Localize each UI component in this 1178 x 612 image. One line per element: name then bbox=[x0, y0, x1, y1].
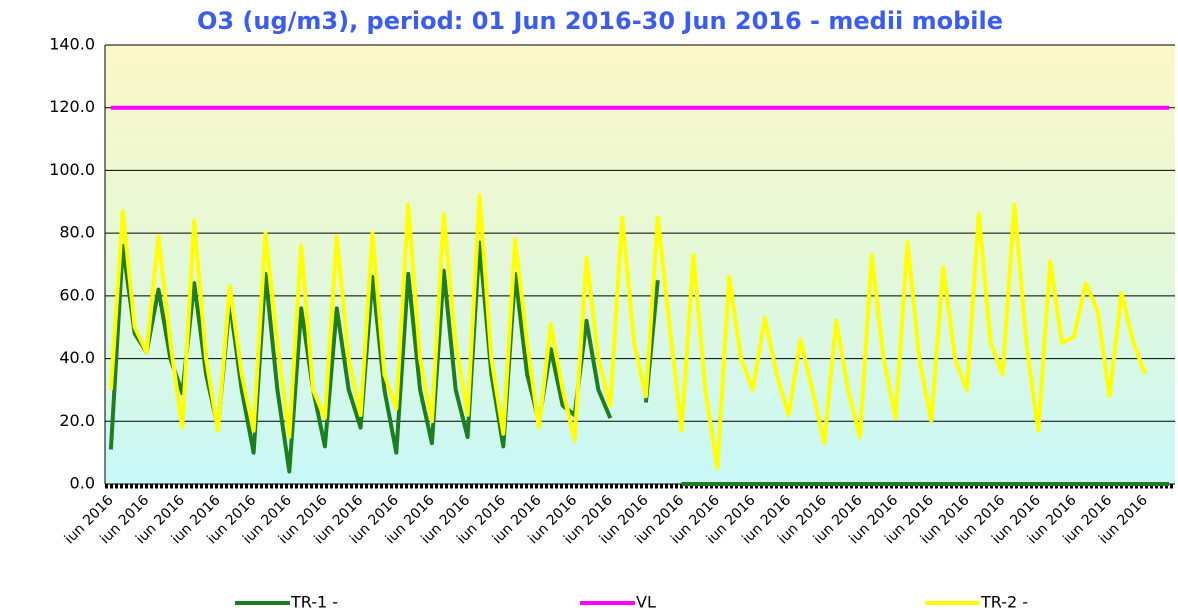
lines bbox=[108, 105, 1170, 486]
plot-area bbox=[105, 45, 1175, 484]
legend: TR-1 - VL TR-2 - bbox=[235, 593, 1028, 612]
legend-label: TR-1 - bbox=[290, 593, 338, 612]
y-tick-label: 40.0 bbox=[59, 348, 95, 367]
y-tick-label: 140.0 bbox=[49, 35, 95, 54]
grid: 0.0 20.0 40.0 60.0 80.0 100.0 120.0 140.0 bbox=[49, 35, 1175, 493]
legend-label: TR-2 - bbox=[980, 593, 1028, 612]
y-tick-label: 20.0 bbox=[59, 411, 95, 430]
chart-title: O3 (ug/m3), period: 01 Jun 2016-30 Jun 2… bbox=[197, 7, 1003, 35]
y-tick-label: 120.0 bbox=[49, 97, 95, 116]
y-tick-label: 80.0 bbox=[59, 223, 95, 242]
y-tick-label: 100.0 bbox=[49, 160, 95, 179]
series-line bbox=[108, 193, 1148, 471]
legend-label: VL bbox=[636, 593, 656, 612]
y-tick-label: 0.0 bbox=[70, 474, 95, 493]
y-tick-label: 60.0 bbox=[59, 285, 95, 304]
